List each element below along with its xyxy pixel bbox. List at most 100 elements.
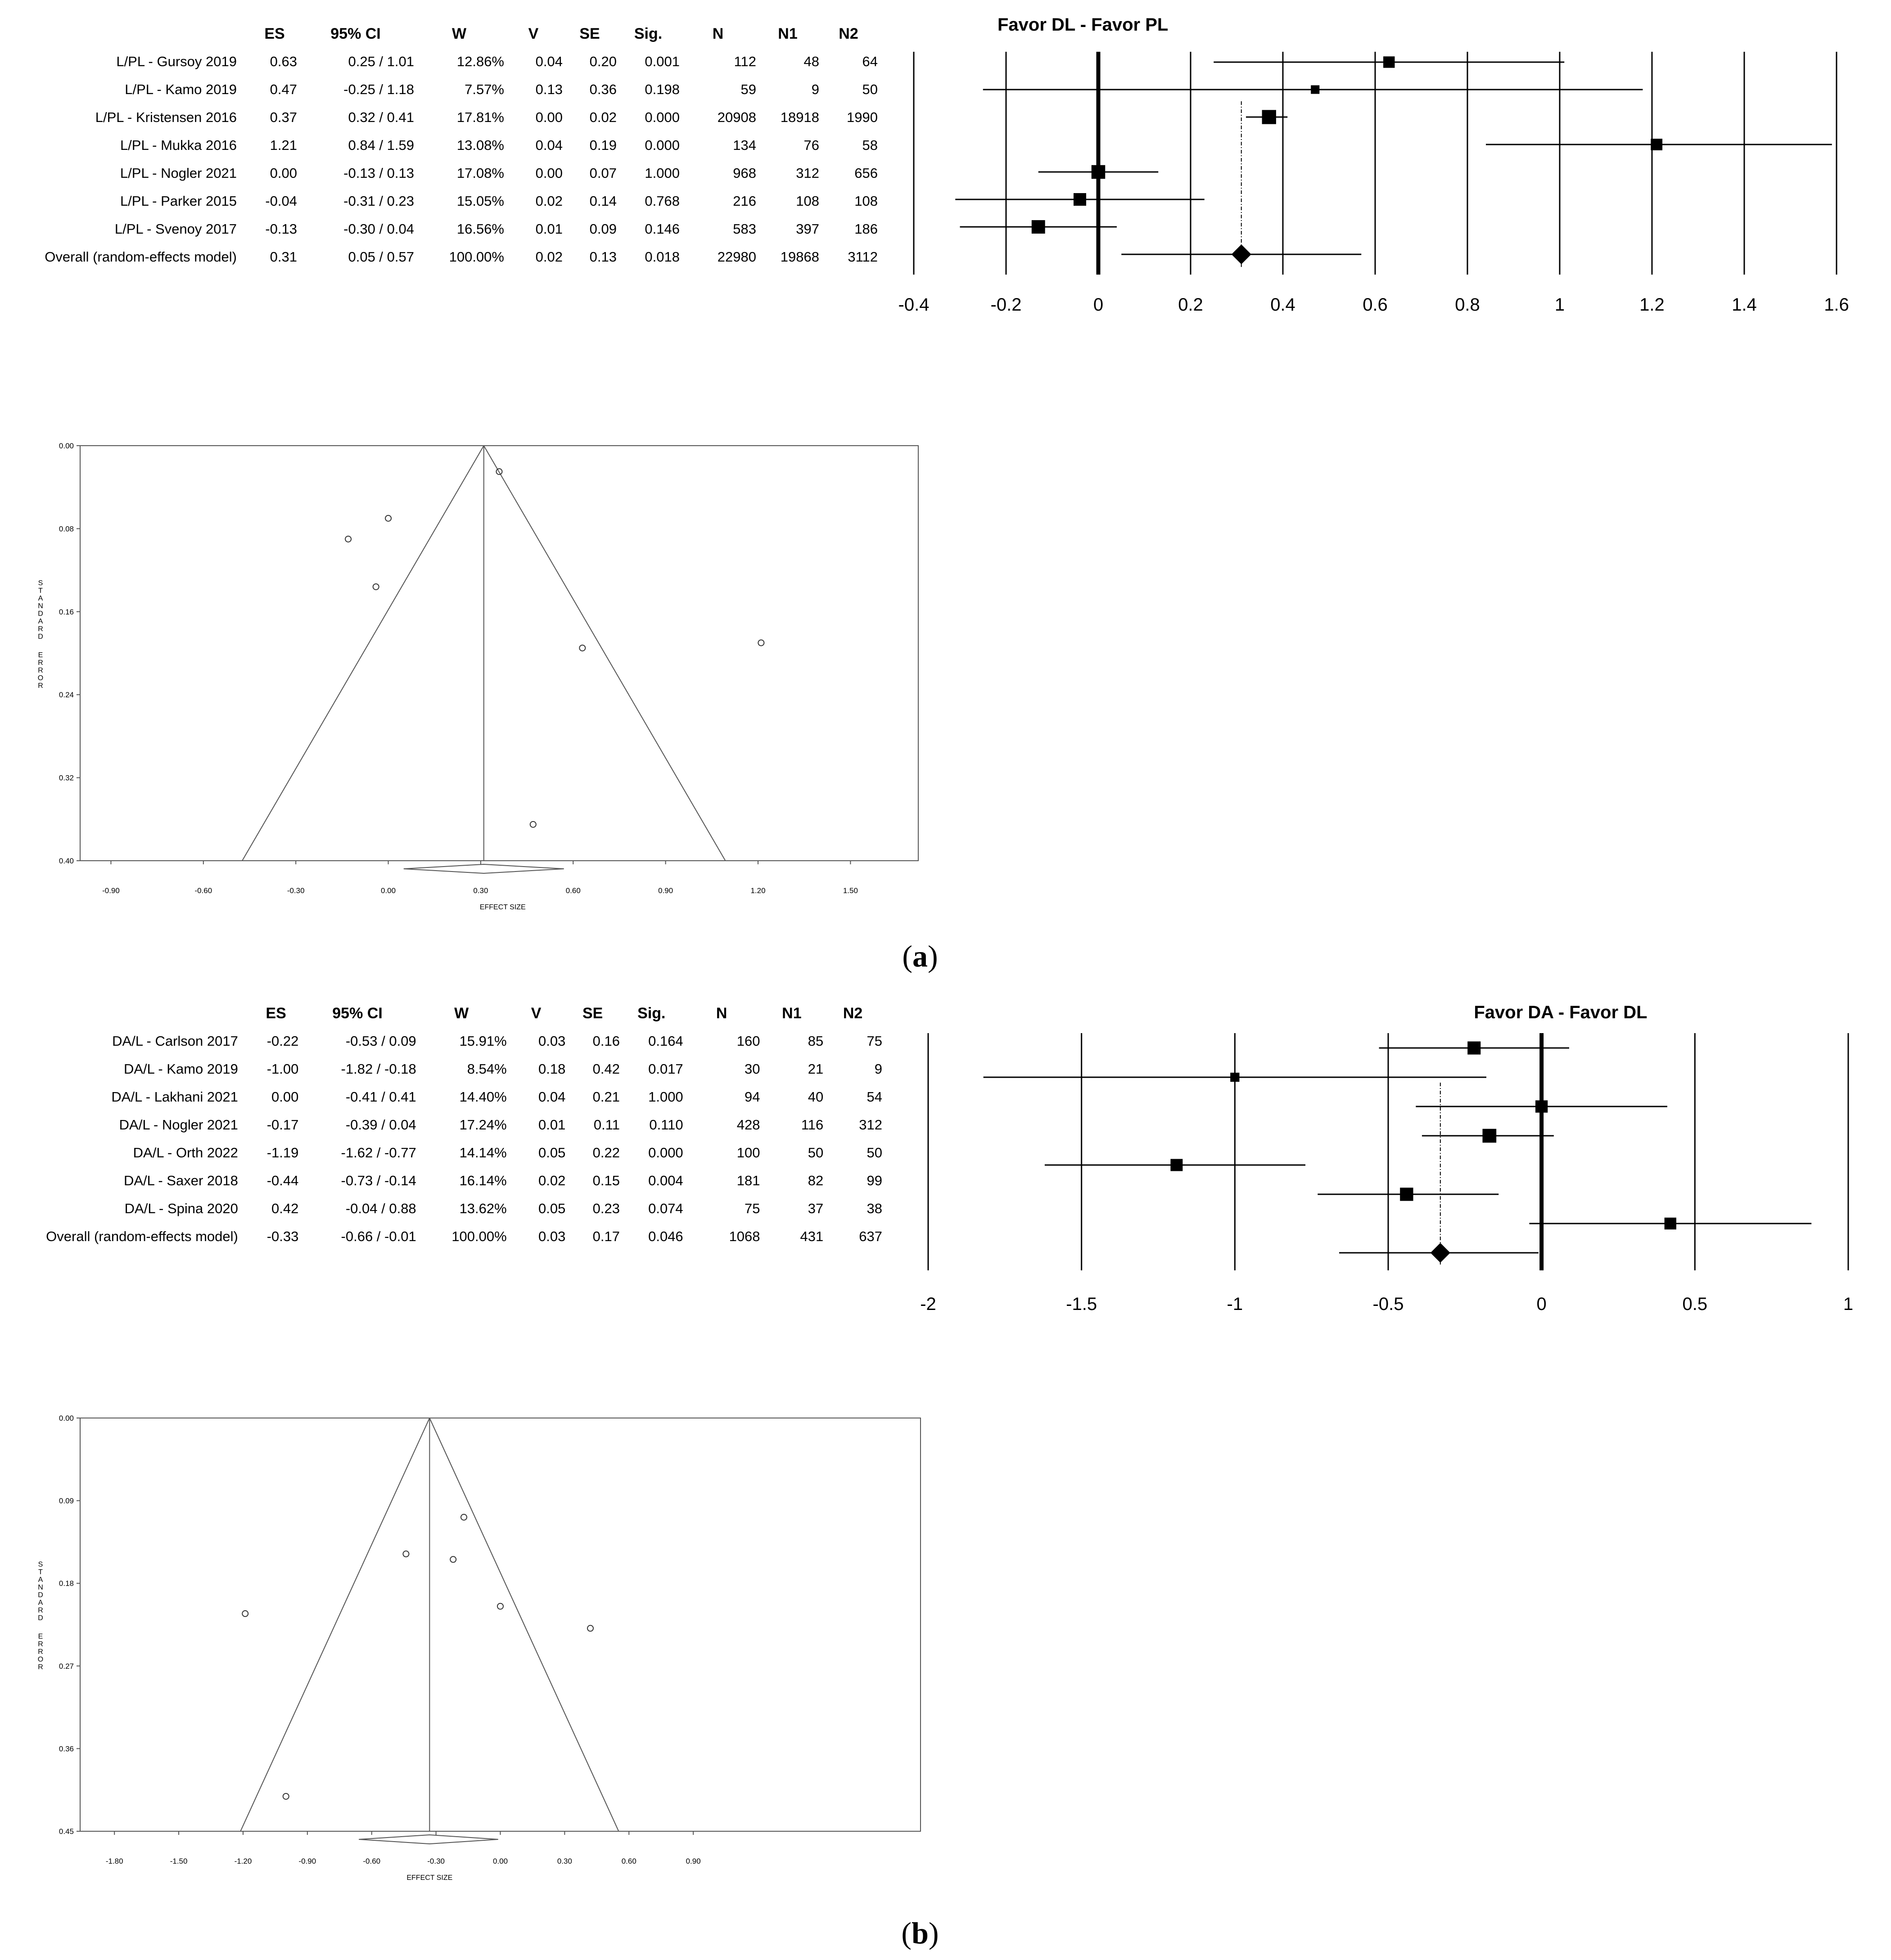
study-name: DA/L - Lakhani 2021 xyxy=(111,1089,238,1105)
cell-sig: 0.000 xyxy=(645,109,680,125)
y-axis-label-letter: R xyxy=(38,625,43,633)
table-row: DA/L - Kamo 2019 -1.00 -1.82 / -0.18 8.54% 0… xyxy=(0,1055,882,1083)
x-tick-label: -0.90 xyxy=(102,886,120,895)
y-tick-label: 0.36 xyxy=(59,1744,74,1753)
x-tick-label: 0.30 xyxy=(557,1857,572,1865)
study-name: L/PL - Nogler 2021 xyxy=(120,165,237,181)
y-tick-label: 0.32 xyxy=(59,774,74,782)
cell-w: 12.86% xyxy=(456,54,504,69)
table-row: DA/L - Lakhani 2021 0.00 -0.41 / 0.41 14.40… xyxy=(0,1083,882,1111)
effect-marker xyxy=(1664,1217,1676,1230)
table-a-header: ES 95% CI W V SE Sig. N N1 N2 xyxy=(0,20,878,48)
cell-sig: 0.110 xyxy=(649,1117,683,1133)
cell-n1: 21 xyxy=(808,1061,824,1077)
cell-se: 0.19 xyxy=(589,137,617,153)
study-point xyxy=(402,1550,410,1558)
y-axis-label-letter: E xyxy=(38,651,43,659)
effect-marker xyxy=(1230,1072,1240,1082)
cell-v: 0.03 xyxy=(538,1033,566,1049)
cell-w: 100.00% xyxy=(449,249,504,265)
table-a-header-2: W xyxy=(451,25,467,42)
cell-n1: 397 xyxy=(796,221,819,237)
panel-label-b: (b) xyxy=(901,1916,939,1950)
table-row: DA/L - Carlson 2017 -0.22 -0.53 / 0.09 15.9… xyxy=(0,1027,882,1055)
x-tick-label: -0.60 xyxy=(363,1857,380,1865)
study-point xyxy=(282,1793,289,1800)
study-name: Overall (random-effects model) xyxy=(45,249,237,265)
cell-v: 0.00 xyxy=(535,165,563,181)
y-axis-label-letter: N xyxy=(38,602,43,610)
cell-ci: -0.41 / 0.41 xyxy=(345,1089,416,1105)
y-tick-label: 0.24 xyxy=(59,691,74,699)
study-point xyxy=(497,1603,504,1610)
cell-v: 0.02 xyxy=(538,1173,566,1188)
study-point xyxy=(758,639,765,646)
table-row: DA/L - Orth 2022 -1.19 -1.62 / -0.77 14.14%… xyxy=(0,1139,882,1167)
cell-v: 0.00 xyxy=(535,109,563,125)
table-a-header-0: ES xyxy=(264,25,285,42)
cell-w: 15.91% xyxy=(459,1033,507,1049)
y-axis-label-letter: R xyxy=(38,1640,43,1648)
cell-se: 0.20 xyxy=(589,54,617,69)
y-tick-label: 0.09 xyxy=(59,1497,74,1505)
cell-es: -0.04 xyxy=(265,193,297,209)
funnel-plot-a: 0.00 0.08 0.16 0.24 0.32 0.40 -0.90 -0.60 -0.30 0… xyxy=(38,442,919,911)
funnel-right-line xyxy=(483,445,726,861)
cell-n: 22980 xyxy=(717,249,756,265)
cell-se: 0.07 xyxy=(589,165,617,181)
cell-w: 8.54% xyxy=(467,1061,507,1077)
study-name: L/PL - Kristensen 2016 xyxy=(95,109,237,125)
cell-es: 0.00 xyxy=(271,1089,299,1105)
cell-n2: 75 xyxy=(867,1033,882,1049)
table-row: Overall (random-effects model) -0.33 -0.66… xyxy=(0,1223,882,1251)
cell-n: 100 xyxy=(736,1145,760,1161)
cell-n: 968 xyxy=(733,165,756,181)
table-b-header-study xyxy=(0,999,253,1027)
cell-se: 0.21 xyxy=(592,1089,620,1105)
study-name: DA/L - Nogler 2021 xyxy=(119,1117,238,1133)
effect-marker xyxy=(1262,110,1276,124)
cell-n2: 186 xyxy=(854,221,878,237)
cell-w: 16.14% xyxy=(459,1173,507,1188)
cell-n1: 50 xyxy=(808,1145,824,1161)
table-a-header-study xyxy=(0,20,252,48)
cell-n: 20908 xyxy=(717,109,756,125)
cell-sig: 1.000 xyxy=(645,165,680,181)
x-tick-label: 0.2 xyxy=(1178,295,1203,315)
x-tick-label: -1 xyxy=(1227,1294,1243,1314)
cell-v: 0.01 xyxy=(538,1117,566,1133)
cell-n1: 48 xyxy=(803,54,819,69)
study-name: L/PL - Kamo 2019 xyxy=(125,81,237,97)
study-point xyxy=(242,1610,249,1617)
cell-ci: -0.13 / 0.13 xyxy=(343,165,414,181)
effect-marker xyxy=(1482,1129,1497,1143)
cell-n: 112 xyxy=(734,54,756,69)
table-a-header-4: SE xyxy=(579,25,600,42)
effect-marker xyxy=(1091,165,1106,179)
cell-ci: -0.66 / -0.01 xyxy=(341,1228,416,1244)
cell-n: 160 xyxy=(736,1033,760,1049)
study-name: DA/L - Carlson 2017 xyxy=(112,1033,238,1049)
cell-se: 0.36 xyxy=(589,81,617,97)
x-tick-label: 1 xyxy=(1843,1294,1853,1314)
cell-es: -1.00 xyxy=(266,1061,299,1077)
cell-sig: 0.018 xyxy=(645,249,680,265)
y-axis-label-letter: R xyxy=(38,1607,43,1614)
cell-n2: 656 xyxy=(854,165,878,181)
table-b-header-4: SE xyxy=(582,1004,603,1022)
cell-v: 0.04 xyxy=(538,1089,566,1105)
x-tick-label: 1.20 xyxy=(750,886,765,895)
cell-se: 0.22 xyxy=(592,1145,620,1161)
cell-n1: 18918 xyxy=(780,109,819,125)
study-point xyxy=(345,535,352,542)
cell-ci: -1.62 / -0.77 xyxy=(341,1145,416,1161)
funnel-plot-b: 0.00 0.09 0.18 0.27 0.36 0.45 -1.80 -1.50 -1.20 -… xyxy=(38,1414,921,1882)
cell-v: 0.01 xyxy=(535,221,563,237)
study-name: DA/L - Spina 2020 xyxy=(124,1201,238,1216)
x-tick-label: 1.6 xyxy=(1824,295,1849,315)
y-axis-label-letter: S xyxy=(38,579,43,587)
study-name: L/PL - Svenoy 2017 xyxy=(114,221,237,237)
funnel-left-line xyxy=(242,445,484,861)
forest-plot-b: Favor DA - Favor DL -2 -1.5 -1 -0.5 0 0.5 1 xyxy=(920,1003,1853,1314)
